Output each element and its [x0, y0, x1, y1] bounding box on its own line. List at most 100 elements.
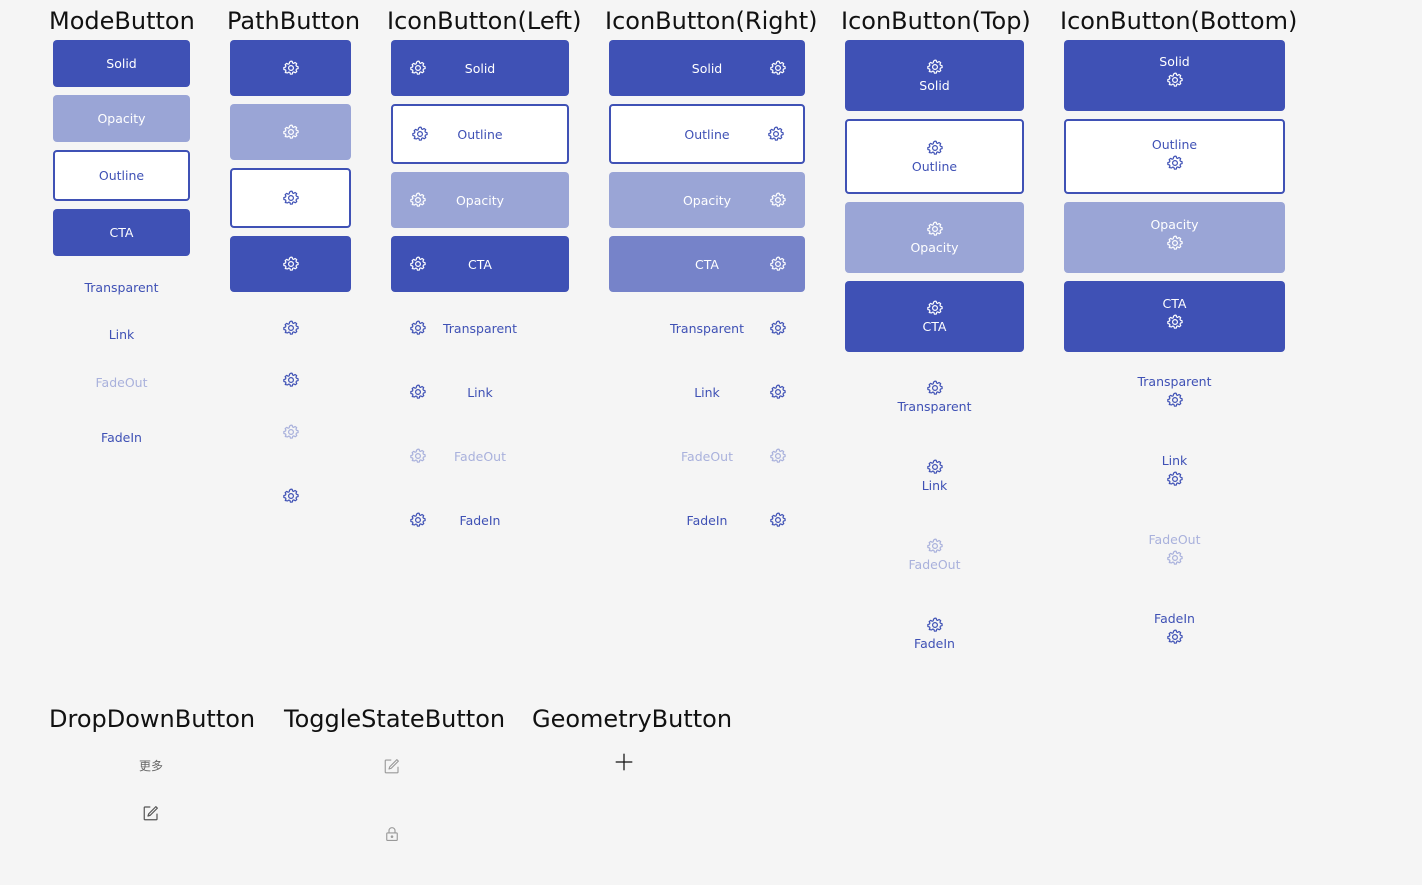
gear-icon	[1166, 313, 1184, 331]
button-label: Link	[694, 384, 720, 400]
iconleft-fadein-button[interactable]: FadeIn	[391, 504, 569, 536]
iconleft-fadeout-button[interactable]: FadeOut	[391, 440, 569, 472]
gear-icon	[769, 255, 787, 273]
button-label: FadeIn	[459, 512, 501, 528]
gear-icon	[769, 319, 787, 337]
iconbottom-cta-button[interactable]: CTA	[1064, 281, 1285, 352]
heading-iconbutton-top: IconButton(Top)	[841, 7, 1031, 35]
button-label: Link	[1161, 453, 1188, 468]
heading-togglestatebutton: ToggleStateButton	[284, 705, 506, 733]
dropdown-more-button[interactable]: 更多	[120, 754, 182, 776]
edit-icon[interactable]	[383, 757, 401, 775]
path-fadein-button[interactable]	[230, 480, 351, 512]
iconright-cta-button[interactable]: CTA	[609, 236, 805, 292]
icontop-fadein-button[interactable]: FadeIn	[845, 609, 1024, 657]
button-label: Opacity	[1150, 217, 1199, 232]
mode-solid-button[interactable]: Solid	[53, 40, 190, 87]
button-label: Solid	[106, 56, 137, 71]
iconright-opacity-button[interactable]: Opacity	[609, 172, 805, 228]
button-label: FadeOut	[454, 448, 506, 464]
path-opacity-button[interactable]	[230, 104, 351, 160]
gear-icon	[282, 423, 300, 441]
path-fadeout-button[interactable]	[230, 416, 351, 448]
heading-pathbutton: PathButton	[227, 7, 361, 35]
mode-outline-button[interactable]: Outline	[53, 150, 190, 201]
iconleft-outline-button[interactable]: Outline	[391, 104, 569, 164]
path-solid-button[interactable]	[230, 40, 351, 96]
gear-icon	[769, 511, 787, 529]
mode-link-button[interactable]: Link	[53, 321, 190, 347]
edit-icon[interactable]	[142, 804, 160, 822]
gear-icon	[1166, 391, 1184, 409]
button-label: Opacity	[455, 192, 505, 208]
iconright-link-button[interactable]: Link	[609, 376, 805, 408]
iconbottom-transparent-button[interactable]: Transparent	[1064, 374, 1285, 418]
button-label: FadeOut	[681, 448, 733, 464]
gear-icon	[282, 371, 300, 389]
gear-icon	[409, 447, 427, 465]
iconright-fadein-button[interactable]: FadeIn	[609, 504, 805, 536]
icontop-opacity-button[interactable]: Opacity	[845, 202, 1024, 273]
button-label: Transparent	[897, 398, 972, 414]
iconbottom-solid-button[interactable]: Solid	[1064, 40, 1285, 111]
iconright-fadeout-button[interactable]: FadeOut	[609, 440, 805, 472]
icontop-fadeout-button[interactable]: FadeOut	[845, 530, 1024, 578]
button-label: CTA	[922, 319, 947, 334]
iconright-outline-button[interactable]: Outline	[609, 104, 805, 164]
button-label: FadeIn	[686, 512, 728, 528]
iconleft-solid-button[interactable]: Solid	[391, 40, 569, 96]
button-label: Solid	[1159, 54, 1190, 69]
iconbottom-fadeout-button[interactable]: FadeOut	[1064, 532, 1285, 576]
heading-modebutton: ModeButton	[49, 7, 195, 35]
gear-icon	[1166, 154, 1184, 172]
iconbottom-opacity-button[interactable]: Opacity	[1064, 202, 1285, 273]
dropdown-more-label: 更多	[138, 758, 163, 773]
path-link-button[interactable]	[230, 364, 351, 396]
iconright-solid-button[interactable]: Solid	[609, 40, 805, 96]
heading-dropdownbutton: DropDownButton	[49, 705, 256, 733]
icontop-solid-button[interactable]: Solid	[845, 40, 1024, 111]
heading-iconbutton-bottom: IconButton(Bottom)	[1060, 7, 1298, 35]
gear-icon	[926, 58, 944, 76]
gear-icon	[1166, 470, 1184, 488]
gear-icon	[409, 191, 427, 209]
icontop-outline-button[interactable]: Outline	[845, 119, 1024, 194]
icontop-transparent-button[interactable]: Transparent	[845, 372, 1024, 420]
gear-icon	[282, 59, 300, 77]
plus-icon[interactable]	[615, 753, 641, 779]
gear-icon	[409, 255, 427, 273]
mode-cta-button[interactable]: CTA	[53, 209, 190, 256]
lock-icon[interactable]	[383, 825, 401, 843]
button-label: Outline	[684, 126, 730, 142]
icontop-cta-button[interactable]: CTA	[845, 281, 1024, 352]
iconbottom-outline-button[interactable]: Outline	[1064, 119, 1285, 194]
mode-fadeout-button[interactable]: FadeOut	[53, 369, 190, 395]
mode-transparent-button[interactable]: Transparent	[53, 274, 190, 300]
mode-opacity-button[interactable]: Opacity	[53, 95, 190, 142]
iconleft-cta-button[interactable]: CTA	[391, 236, 569, 292]
mode-fadein-button[interactable]: FadeIn	[53, 424, 190, 450]
heading-geometrybutton: GeometryButton	[532, 705, 733, 733]
path-transparent-button[interactable]	[230, 312, 351, 344]
iconleft-opacity-button[interactable]: Opacity	[391, 172, 569, 228]
iconleft-link-button[interactable]: Link	[391, 376, 569, 408]
gear-icon	[926, 220, 944, 238]
iconleft-transparent-button[interactable]: Transparent	[391, 312, 569, 344]
iconbottom-link-button[interactable]: Link	[1064, 453, 1285, 497]
iconbottom-fadein-button[interactable]: FadeIn	[1064, 611, 1285, 655]
button-label: Solid	[919, 78, 950, 93]
path-outline-button[interactable]	[230, 168, 351, 228]
gear-icon	[926, 299, 944, 317]
gear-icon	[769, 447, 787, 465]
button-label: FadeOut	[1148, 532, 1201, 547]
path-cta-button[interactable]	[230, 236, 351, 292]
button-label: Transparent	[669, 320, 744, 336]
iconright-transparent-button[interactable]: Transparent	[609, 312, 805, 344]
gear-icon	[409, 59, 427, 77]
gear-icon	[769, 59, 787, 77]
icontop-link-button[interactable]: Link	[845, 451, 1024, 499]
button-label: Transparent	[1137, 374, 1212, 389]
button-label: Solid	[464, 60, 496, 76]
button-label: Link	[921, 477, 948, 493]
button-label: Opacity	[97, 111, 146, 126]
